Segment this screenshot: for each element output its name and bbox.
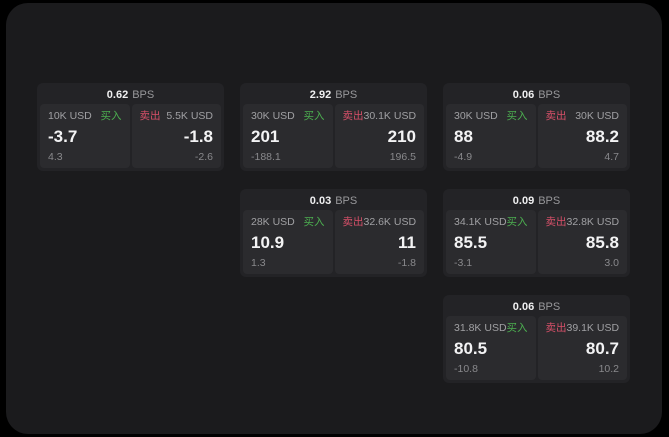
buy-side-label: 买入	[100, 110, 122, 122]
sell-price: 85.8	[585, 232, 619, 252]
buy-sub-value: -3.1	[454, 257, 473, 269]
buy-notional: 28K USD	[251, 216, 295, 228]
sell-pane[interactable]: 卖出 30K USD 88.2 4.7	[537, 104, 627, 168]
card-header: 0.06 BPS	[446, 297, 627, 316]
card-body: 30K USD 买入 201 -188.1 卖出 30.1K USD 210 1…	[243, 104, 424, 168]
buy-sub-value: -4.9	[454, 151, 473, 163]
bps-value: 0.03	[309, 194, 332, 207]
bps-unit-label: BPS	[538, 300, 561, 313]
sell-sub-value: 4.7	[604, 151, 619, 163]
buy-side-label: 买入	[303, 216, 325, 228]
buy-price: -3.7	[48, 126, 78, 146]
buy-price: 80.5	[454, 338, 488, 358]
sell-pane[interactable]: 卖出 32.6K USD 11 -1.8	[334, 210, 424, 274]
buy-price: 201	[251, 126, 280, 146]
bps-value: 0.09	[512, 194, 535, 207]
buy-notional: 31.8K USD	[454, 322, 507, 334]
quote-card-grid: 0.62 BPS 10K USD 买入 -3.7 4.3 卖出 5.5K USD	[37, 83, 630, 383]
buy-side-label: 买入	[506, 322, 528, 334]
quote-card[interactable]: 0.06 BPS 30K USD 买入 88 -4.9 卖出 30K USD	[443, 83, 630, 171]
sell-notional: 32.6K USD	[363, 216, 417, 228]
sell-side-label: 卖出	[139, 110, 161, 122]
buy-price: 85.5	[454, 232, 488, 252]
card-body: 31.8K USD 买入 80.5 -10.8 卖出 39.1K USD 80.…	[446, 316, 627, 380]
sell-sub-value: 3.0	[604, 257, 619, 269]
buy-price: 10.9	[251, 232, 285, 252]
sell-side-label: 卖出	[342, 216, 364, 228]
card-body: 28K USD 买入 10.9 1.3 卖出 32.6K USD 11 -1.8	[243, 210, 424, 274]
buy-pane[interactable]: 31.8K USD 买入 80.5 -10.8	[446, 316, 536, 380]
sell-sub-value: 196.5	[389, 151, 416, 163]
card-body: 10K USD 买入 -3.7 4.3 卖出 5.5K USD -1.8 -2.…	[40, 104, 221, 168]
buy-pane[interactable]: 34.1K USD 买入 85.5 -3.1	[446, 210, 536, 274]
sell-price: 210	[387, 126, 416, 146]
buy-notional: 30K USD	[454, 110, 498, 122]
sell-price: 88.2	[585, 126, 619, 146]
sell-sub-value: 10.2	[598, 363, 619, 375]
buy-sub-value: 1.3	[251, 257, 266, 269]
buy-sub-value: 4.3	[48, 151, 63, 163]
bps-unit-label: BPS	[132, 88, 155, 101]
card-header: 0.03 BPS	[243, 191, 424, 210]
buy-pane[interactable]: 28K USD 买入 10.9 1.3	[243, 210, 333, 274]
sell-notional: 30K USD	[575, 110, 619, 122]
buy-sub-value: -188.1	[251, 151, 281, 163]
sell-notional: 5.5K USD	[166, 110, 213, 122]
buy-pane[interactable]: 10K USD 买入 -3.7 4.3	[40, 104, 130, 168]
app-window: 0.62 BPS 10K USD 买入 -3.7 4.3 卖出 5.5K USD	[6, 3, 662, 434]
buy-side-label: 买入	[506, 216, 528, 228]
buy-price: 88	[454, 126, 473, 146]
buy-notional: 34.1K USD	[454, 216, 507, 228]
buy-side-label: 买入	[303, 110, 325, 122]
bps-value: 0.62	[106, 88, 129, 101]
card-header: 0.62 BPS	[40, 85, 221, 104]
bps-unit-label: BPS	[335, 88, 358, 101]
buy-pane[interactable]: 30K USD 买入 201 -188.1	[243, 104, 333, 168]
card-header: 0.06 BPS	[446, 85, 627, 104]
sell-side-label: 卖出	[545, 322, 567, 334]
quote-card[interactable]: 0.62 BPS 10K USD 买入 -3.7 4.3 卖出 5.5K USD	[37, 83, 224, 171]
bps-value: 0.06	[512, 88, 535, 101]
card-body: 34.1K USD 买入 85.5 -3.1 卖出 32.8K USD 85.8…	[446, 210, 627, 274]
sell-pane[interactable]: 卖出 39.1K USD 80.7 10.2	[537, 316, 627, 380]
buy-sub-value: -10.8	[454, 363, 478, 375]
sell-side-label: 卖出	[545, 216, 567, 228]
buy-notional: 10K USD	[48, 110, 92, 122]
sell-pane[interactable]: 卖出 5.5K USD -1.8 -2.6	[131, 104, 221, 168]
sell-sub-value: -2.6	[194, 151, 213, 163]
sell-notional: 30.1K USD	[363, 110, 417, 122]
bps-value: 0.06	[512, 300, 535, 313]
buy-side-label: 买入	[506, 110, 528, 122]
sell-pane[interactable]: 卖出 30.1K USD 210 196.5	[334, 104, 424, 168]
sell-side-label: 卖出	[342, 110, 364, 122]
bps-unit-label: BPS	[335, 194, 358, 207]
sell-sub-value: -1.8	[397, 257, 416, 269]
card-header: 2.92 BPS	[243, 85, 424, 104]
sell-pane[interactable]: 卖出 32.8K USD 85.8 3.0	[537, 210, 627, 274]
sell-notional: 32.8K USD	[566, 216, 620, 228]
card-header: 0.09 BPS	[446, 191, 627, 210]
sell-side-label: 卖出	[545, 110, 567, 122]
sell-notional: 39.1K USD	[566, 322, 620, 334]
bps-value: 2.92	[309, 88, 332, 101]
card-body: 30K USD 买入 88 -4.9 卖出 30K USD 88.2 4.7	[446, 104, 627, 168]
buy-pane[interactable]: 30K USD 买入 88 -4.9	[446, 104, 536, 168]
quote-card[interactable]: 2.92 BPS 30K USD 买入 201 -188.1 卖出 30.1K …	[240, 83, 427, 171]
quote-card[interactable]: 0.03 BPS 28K USD 买入 10.9 1.3 卖出 32.6K US…	[240, 189, 427, 277]
bps-unit-label: BPS	[538, 194, 561, 207]
sell-price: 11	[398, 232, 416, 252]
quote-card[interactable]: 0.06 BPS 31.8K USD 买入 80.5 -10.8 卖出 39.1…	[443, 295, 630, 383]
sell-price: -1.8	[183, 126, 213, 146]
sell-price: 80.7	[585, 338, 619, 358]
bps-unit-label: BPS	[538, 88, 561, 101]
quote-card[interactable]: 0.09 BPS 34.1K USD 买入 85.5 -3.1 卖出 32.8K…	[443, 189, 630, 277]
buy-notional: 30K USD	[251, 110, 295, 122]
